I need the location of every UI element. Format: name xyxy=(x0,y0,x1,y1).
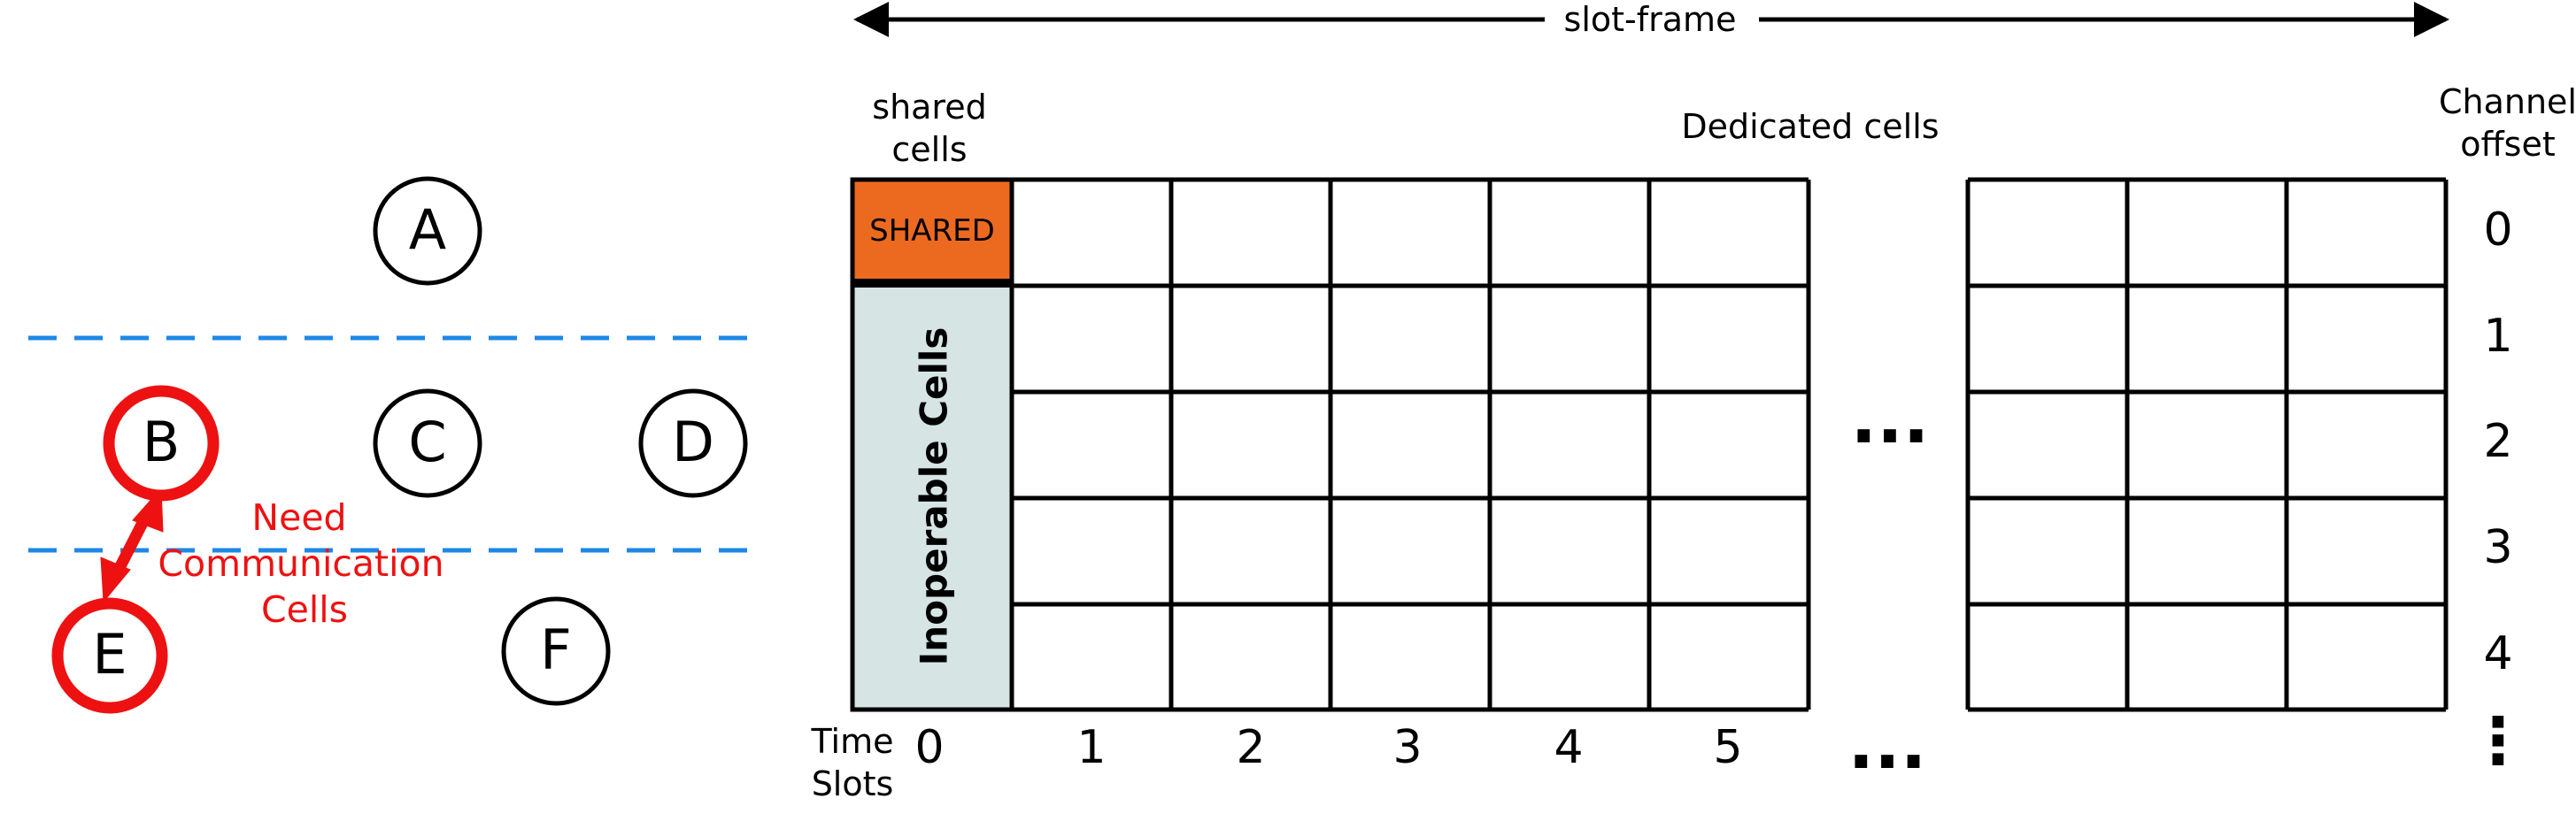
time-header-line-2: Slots xyxy=(812,764,894,803)
channel-offset-labels: 0 1 2 3 4 xyxy=(2483,203,2512,680)
node-f-label: F xyxy=(540,618,572,682)
node-a[interactable]: A xyxy=(373,176,482,286)
node-e[interactable]: E xyxy=(51,597,168,714)
time-slot-label-1: 1 xyxy=(1076,721,1106,774)
dedicated-cell-left-ch4-col4[interactable] xyxy=(1492,607,1647,708)
node-c[interactable]: C xyxy=(373,388,482,498)
time-slot-labels: 0 1 2 3 4 5 xyxy=(914,721,1742,774)
dedicated-cell-left-ch2-col2[interactable] xyxy=(1174,395,1328,495)
node-d[interactable]: D xyxy=(638,388,748,498)
node-b-label: B xyxy=(143,410,181,474)
link-label-line-3: Cells xyxy=(261,588,348,631)
dedicated-cell-left-ch4-col1[interactable] xyxy=(1014,607,1168,708)
dedicated-cell-left-ch3-col2[interactable] xyxy=(1174,501,1328,602)
node-c-label: C xyxy=(408,410,446,474)
network-topology: A B C D E F Need Communication Cells xyxy=(28,176,752,714)
channel-header-line-2: offset xyxy=(2460,125,2556,164)
dedicated-cell-left-ch1-col3[interactable] xyxy=(1333,288,1487,389)
channel-offset-label-4: 4 xyxy=(2483,627,2512,680)
slotframe: slot-frame shared cells Dedicated cells … xyxy=(811,0,2576,803)
dedicated-cell-left-ch1-col4[interactable] xyxy=(1492,288,1647,389)
link-label-line-1: Need xyxy=(251,496,346,539)
dedicated-cell-left-ch3-col1[interactable] xyxy=(1014,501,1168,602)
node-b[interactable]: B xyxy=(103,385,220,502)
shared-header-line-2: cells xyxy=(891,130,967,169)
time-header-line-1: Time xyxy=(811,722,894,761)
channel-header-line-1: Channel xyxy=(2439,82,2576,121)
dedicated-cell-left-ch3-col4[interactable] xyxy=(1492,501,1647,602)
dedicated-cell-left-ch4-col3[interactable] xyxy=(1333,607,1487,708)
dedicated-cell-right-ch4-col8[interactable] xyxy=(2289,607,2443,708)
dedicated-cell-right-ch2-col6[interactable] xyxy=(1971,395,2125,495)
dedicated-cell-left-ch0-col5[interactable] xyxy=(1652,182,1806,283)
dedicated-cell-right-ch1-col6[interactable] xyxy=(1971,288,2125,389)
time-slot-label-0: 0 xyxy=(914,721,944,774)
dedicated-cell-right-ch1-col8[interactable] xyxy=(2289,288,2443,389)
dedicated-cell-left-ch0-col4[interactable] xyxy=(1492,182,1647,283)
dedicated-cell-left-ch3-col5[interactable] xyxy=(1652,501,1806,602)
time-slot-label-2: 2 xyxy=(1236,721,1265,774)
dedicated-cell-right-ch3-col7[interactable] xyxy=(2130,501,2284,602)
time-slot-label-4: 4 xyxy=(1554,721,1583,774)
dedicated-cell-right-ch0-col7[interactable] xyxy=(2130,182,2284,283)
channel-offset-ellipsis: ⋮ xyxy=(2466,703,2530,778)
dedicated-cell-left-ch1-col5[interactable] xyxy=(1652,288,1806,389)
dedicated-cell-left-ch4-col5[interactable] xyxy=(1652,607,1806,708)
link-label-line-2: Communication xyxy=(158,542,443,585)
dedicated-cell-grid xyxy=(1009,177,2449,712)
dedicated-cell-right-ch2-col8[interactable] xyxy=(2289,395,2443,495)
inoperable-cells-label: Inoperable Cells xyxy=(913,327,956,666)
dedicated-cell-left-ch0-col3[interactable] xyxy=(1333,182,1487,283)
channel-offset-label-1: 1 xyxy=(2483,310,2512,363)
time-slot-label-5: 5 xyxy=(1713,721,1742,774)
dedicated-cell-left-ch0-col2[interactable] xyxy=(1174,182,1328,283)
shared-header-line-1: shared xyxy=(872,88,986,127)
dedicated-cell-right-ch2-col7[interactable] xyxy=(2130,395,2284,495)
dedicated-cell-right-ch0-col6[interactable] xyxy=(1971,182,2125,283)
node-d-label: D xyxy=(672,410,714,474)
dedicated-cell-right-ch4-col7[interactable] xyxy=(2130,607,2284,708)
channel-offset-label-2: 2 xyxy=(2483,415,2512,468)
node-f[interactable]: F xyxy=(501,596,611,706)
time-slot-ellipsis: ... xyxy=(1848,705,1927,785)
dedicated-cell-right-ch1-col7[interactable] xyxy=(2130,288,2284,389)
dedicated-cell-left-ch2-col1[interactable] xyxy=(1014,395,1168,495)
channel-offset-label-3: 3 xyxy=(2483,521,2512,574)
node-a-label: A xyxy=(409,197,446,262)
dedicated-cell-left-ch3-col3[interactable] xyxy=(1333,501,1487,602)
dedicated-cell-left-ch2-col3[interactable] xyxy=(1333,395,1487,495)
dedicated-cell-right-ch3-col8[interactable] xyxy=(2289,501,2443,602)
grid-gap-ellipsis: ... xyxy=(1851,380,1930,459)
dedicated-cell-right-ch0-col8[interactable] xyxy=(2289,182,2443,283)
dedicated-cell-left-ch1-col2[interactable] xyxy=(1174,288,1328,389)
time-slot-label-3: 3 xyxy=(1392,721,1422,774)
node-e-label: E xyxy=(92,622,127,687)
dedicated-cell-right-ch3-col6[interactable] xyxy=(1971,501,2125,602)
shared-cell-label: SHARED xyxy=(869,213,995,249)
dedicated-header: Dedicated cells xyxy=(1681,107,1939,146)
channel-offset-label-0: 0 xyxy=(2483,203,2512,257)
dedicated-cell-left-ch2-col4[interactable] xyxy=(1492,395,1647,495)
link-annotation: Need Communication Cells xyxy=(158,496,443,631)
dedicated-cell-left-ch4-col2[interactable] xyxy=(1174,607,1328,708)
dedicated-cell-left-ch0-col1[interactable] xyxy=(1014,182,1168,283)
dedicated-cell-left-ch2-col5[interactable] xyxy=(1652,395,1806,495)
slotframe-title: slot-frame xyxy=(1564,0,1737,39)
dedicated-cell-right-ch4-col6[interactable] xyxy=(1971,607,2125,708)
dedicated-cell-left-ch1-col1[interactable] xyxy=(1014,288,1168,389)
communication-link-arrow xyxy=(100,487,164,603)
